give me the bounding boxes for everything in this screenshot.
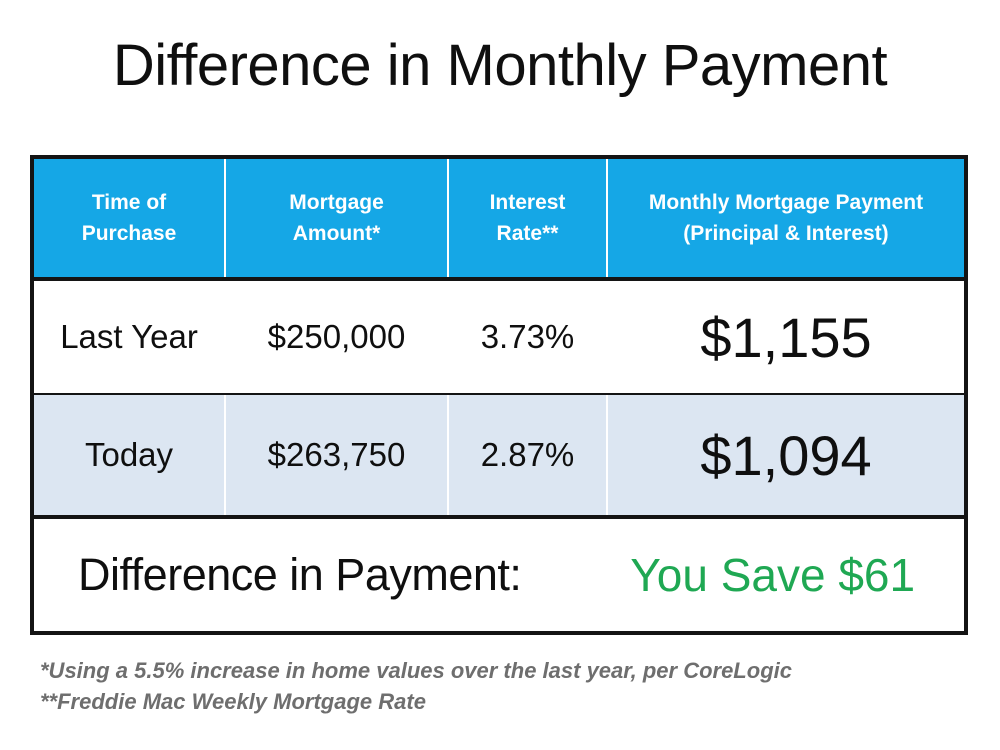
cell-amount-last-year: $250,000 xyxy=(226,281,449,393)
page-title: Difference in Monthly Payment xyxy=(112,33,888,98)
difference-label: Difference in Payment: xyxy=(78,549,522,600)
table-summary-row: Difference in Payment: You Save $61 xyxy=(34,519,964,631)
header-monthly-payment: Monthly Mortgage Payment (Principal & In… xyxy=(648,190,924,246)
cell-time-today: Today xyxy=(34,395,226,515)
table-row-today: Today $263,750 2.87% $1,094 xyxy=(34,393,964,519)
cell-time-last-year: Last Year xyxy=(34,281,226,393)
cell-rate-last-year: 3.73% xyxy=(449,281,608,393)
payment-comparison-table: Time of Purchase Mortgage Amount* Intere… xyxy=(30,155,968,635)
cell-payment-today: $1,094 xyxy=(700,423,872,487)
header-mortgage-amount: Mortgage Amount* xyxy=(226,159,449,277)
cell-payment-last-year: $1,155 xyxy=(700,305,872,369)
footnotes: *Using a 5.5% increase in home values ov… xyxy=(40,655,792,717)
table-row-last-year: Last Year $250,000 3.73% $1,155 xyxy=(34,281,964,393)
savings-value: You Save $61 xyxy=(630,549,916,601)
cell-rate-today: 2.87% xyxy=(449,395,608,515)
table-header-row: Time of Purchase Mortgage Amount* Intere… xyxy=(34,159,964,281)
header-time-of-purchase: Time of Purchase xyxy=(34,159,226,277)
header-interest-rate: Interest Rate** xyxy=(449,159,608,277)
footnote-home-values: *Using a 5.5% increase in home values ov… xyxy=(40,658,792,683)
cell-amount-today: $263,750 xyxy=(226,395,449,515)
footnote-freddie-mac: **Freddie Mac Weekly Mortgage Rate xyxy=(40,689,426,715)
